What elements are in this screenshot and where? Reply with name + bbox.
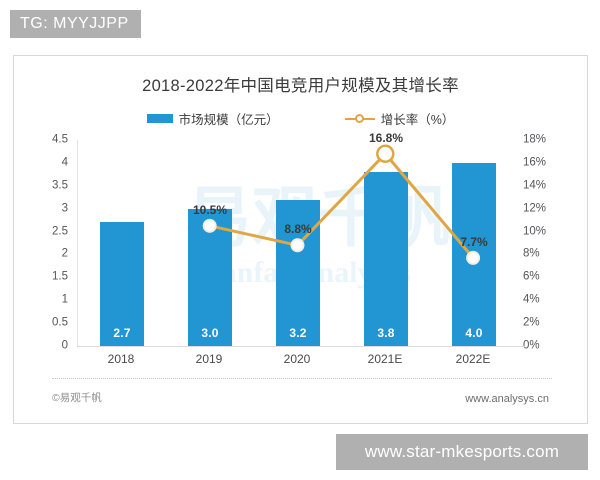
line-value-label: 10.5% [192,202,228,217]
y-right-tick: 8% [523,247,540,260]
x-axis-tick-label: 2019 [195,352,223,366]
y-left-tick: 4 [61,156,68,169]
bar[interactable]: 2.7 [100,222,144,346]
y-right-tick: 6% [523,270,540,283]
bottom-banner: www.star-mkesports.com [336,434,588,470]
bar-value-label: 3.2 [289,326,307,340]
y-right-tick: 0% [523,339,540,352]
line-series [202,144,481,265]
bar-slot: 2.7 [78,140,166,346]
bar-swatch-icon [146,114,173,123]
y-axis-right: 0% 2% 4% 6% 8% 10% 12% 14% 16% 18% [517,134,557,351]
line-point-marker[interactable] [376,144,395,163]
bar-value-label: 3.0 [201,326,219,340]
y-right-tick: 12% [523,201,547,214]
chart-title: 2018-2022年中国电竞用户规模及其增长率 [142,77,459,95]
line-segment [384,152,475,259]
line-value-label: 8.8% [284,222,312,237]
chart-legend: 市场规模（亿元） 增长率（%） [14,109,587,128]
x-axis-tick-label: 2018 [107,352,135,366]
y-left-tick: 2 [61,247,68,260]
footer-source: ©易观千帆 [52,392,102,404]
line-point-marker[interactable] [466,250,481,265]
y-left-tick: 3.5 [52,179,68,192]
line-value-label: 16.8% [368,130,404,145]
bar-value-label: 4.0 [465,326,483,340]
line-point-marker[interactable] [290,238,305,253]
bar-slot: 3.8 [342,140,430,346]
y-axis-left: 0 0.5 1 1.5 2 2.5 3 3.5 4 4.5 [28,134,68,351]
y-left-tick: 1.5 [52,270,68,283]
y-left-tick: 0.5 [52,316,68,329]
bar-value-label: 2.7 [113,326,131,340]
y-left-tick: 1 [61,293,68,306]
line-point-marker[interactable] [202,218,217,233]
footer-url: www.analysys.cn [465,393,549,405]
bar-series: 2.7 3.0 3.2 3.8 4.0 [78,140,517,346]
plot-wrapper: 0 0.5 1 1.5 2 2.5 3 3.5 4 4.5 0% 2% 4% 6% 8% 10% 12% 14%… [14,131,589,370]
legend-item-bar[interactable]: 市场规模（亿元） [146,109,279,128]
legend-item-line[interactable]: 增长率（%） [344,109,455,128]
y-right-tick: 4% [523,293,540,306]
y-left-tick: 2.5 [52,224,68,237]
footer-divider [52,378,552,379]
bar[interactable]: 3.2 [276,199,320,346]
legend-label-bar: 市场规模（亿元） [178,113,279,127]
bar-value-label: 3.8 [377,326,395,340]
y-left-tick: 3 [61,201,68,214]
line-segment [209,224,298,247]
y-right-tick: 2% [523,316,540,329]
chart-card: 2018-2022年中国电竞用户规模及其增长率 市场规模（亿元） 增长率（%） … [13,55,588,424]
legend-label-line: 增长率（%） [380,113,455,127]
y-right-tick: 10% [523,224,547,237]
y-left-tick: 0 [61,339,68,352]
line-marker-icon [344,113,375,124]
tg-tag: TG: MYYJJPP [10,10,141,39]
line-segment [296,152,387,247]
y-right-tick: 14% [523,179,547,192]
y-right-tick: 16% [523,156,547,169]
plot-area: 易观千帆 Qianfan.analysys 2.73.03.23.84.0 10… [77,131,517,346]
x-axis-labels: 2018 2019 2020 2021E 2022E [77,352,517,374]
y-right-tick: 18% [523,133,547,146]
bar-slot: 3.2 [254,140,342,346]
x-axis-tick-label: 2022E [455,352,491,366]
x-axis-tick-label: 2021E [367,352,403,366]
line-value-label: 7.7% [460,234,488,249]
bar[interactable]: 3.8 [364,172,408,346]
x-axis-baseline [77,346,525,347]
y-left-tick: 4.5 [52,133,68,146]
x-axis-tick-label: 2020 [283,352,311,366]
